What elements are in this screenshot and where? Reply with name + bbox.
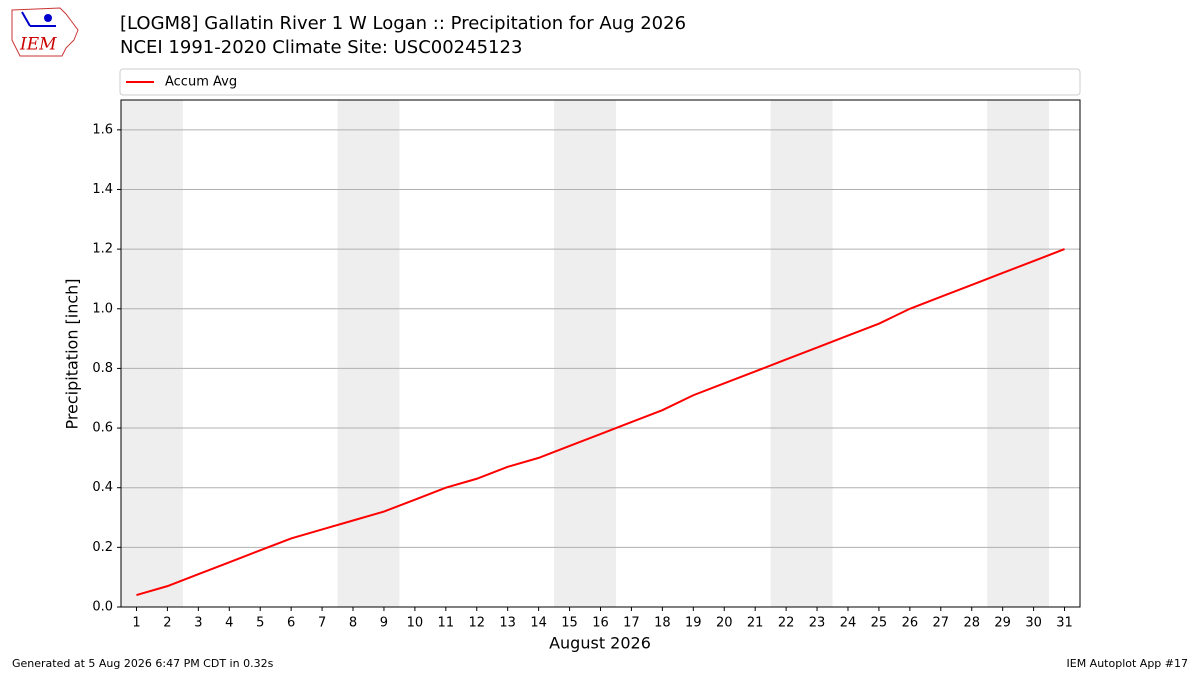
x-tick-label: 19 (685, 616, 702, 631)
y-tick-label: 0.4 (92, 480, 113, 495)
x-tick-label: 11 (438, 616, 455, 631)
y-tick-label: 0.0 (92, 600, 113, 615)
y-tick-label: 1.6 (92, 122, 113, 137)
x-tick-label: 18 (654, 616, 671, 631)
y-tick-label: 0.8 (92, 361, 113, 376)
weekend-band (554, 100, 616, 607)
x-tick-label: 12 (468, 616, 485, 631)
logo-icon (21, 11, 31, 27)
logo-outline (11, 7, 79, 57)
chart-subtitle: NCEI 1991-2020 Climate Site: USC00245123 (120, 37, 522, 58)
y-tick-label: 1.2 (92, 242, 113, 257)
weekend-band (987, 100, 1050, 607)
y-tick-label: 1.0 (92, 301, 113, 316)
x-tick-label: 3 (194, 616, 202, 631)
x-tick-label: 22 (778, 616, 795, 631)
legend-label: Accum Avg (165, 75, 237, 90)
x-tick-label: 31 (1056, 616, 1073, 631)
y-tick-label: 0.2 (92, 540, 113, 555)
x-tick-label: 30 (1025, 616, 1042, 631)
x-tick-label: 25 (871, 616, 888, 631)
x-tick-label: 10 (407, 616, 424, 631)
x-tick-label: 6 (287, 616, 295, 631)
x-tick-label: 1 (132, 616, 140, 631)
x-tick-label: 27 (933, 616, 950, 631)
footer-right: IEM Autoplot App #17 (1067, 657, 1189, 670)
x-tick-label: 17 (623, 616, 640, 631)
logo-text: IEM (19, 35, 57, 55)
x-tick-label: 13 (499, 616, 516, 631)
x-tick-label: 16 (592, 616, 609, 631)
y-tick-label: 1.4 (92, 182, 113, 197)
y-tick-label: 0.6 (92, 421, 113, 436)
x-tick-label: 24 (840, 616, 857, 631)
x-tick-label: 28 (963, 616, 980, 631)
x-tick-label: 2 (163, 616, 171, 631)
x-tick-label: 21 (747, 616, 764, 631)
x-tick-label: 7 (318, 616, 326, 631)
y-axis-label: Precipitation [inch] (63, 278, 82, 429)
footer-left: Generated at 5 Aug 2026 6:47 PM CDT in 0… (12, 657, 274, 670)
x-tick-label: 14 (530, 616, 547, 631)
x-tick-label: 23 (809, 616, 826, 631)
x-tick-label: 29 (994, 616, 1011, 631)
x-tick-label: 9 (380, 616, 388, 631)
x-tick-label: 4 (225, 616, 233, 631)
x-tick-label: 15 (561, 616, 578, 631)
data-line (136, 248, 1065, 597)
plot-frame (120, 99, 1081, 608)
logo-icon (44, 14, 52, 22)
logo: IEM (11, 7, 79, 57)
weekend-band (337, 100, 400, 607)
x-tick-label: 20 (716, 616, 733, 631)
x-tick-label: 26 (902, 616, 919, 631)
chart-title: [LOGM8] Gallatin River 1 W Logan :: Prec… (120, 13, 686, 34)
x-tick-label: 8 (349, 616, 357, 631)
weekend-band (121, 100, 183, 607)
legend-box (119, 68, 1081, 96)
x-tick-label: 5 (256, 616, 264, 631)
x-axis-label: August 2026 (549, 634, 651, 653)
